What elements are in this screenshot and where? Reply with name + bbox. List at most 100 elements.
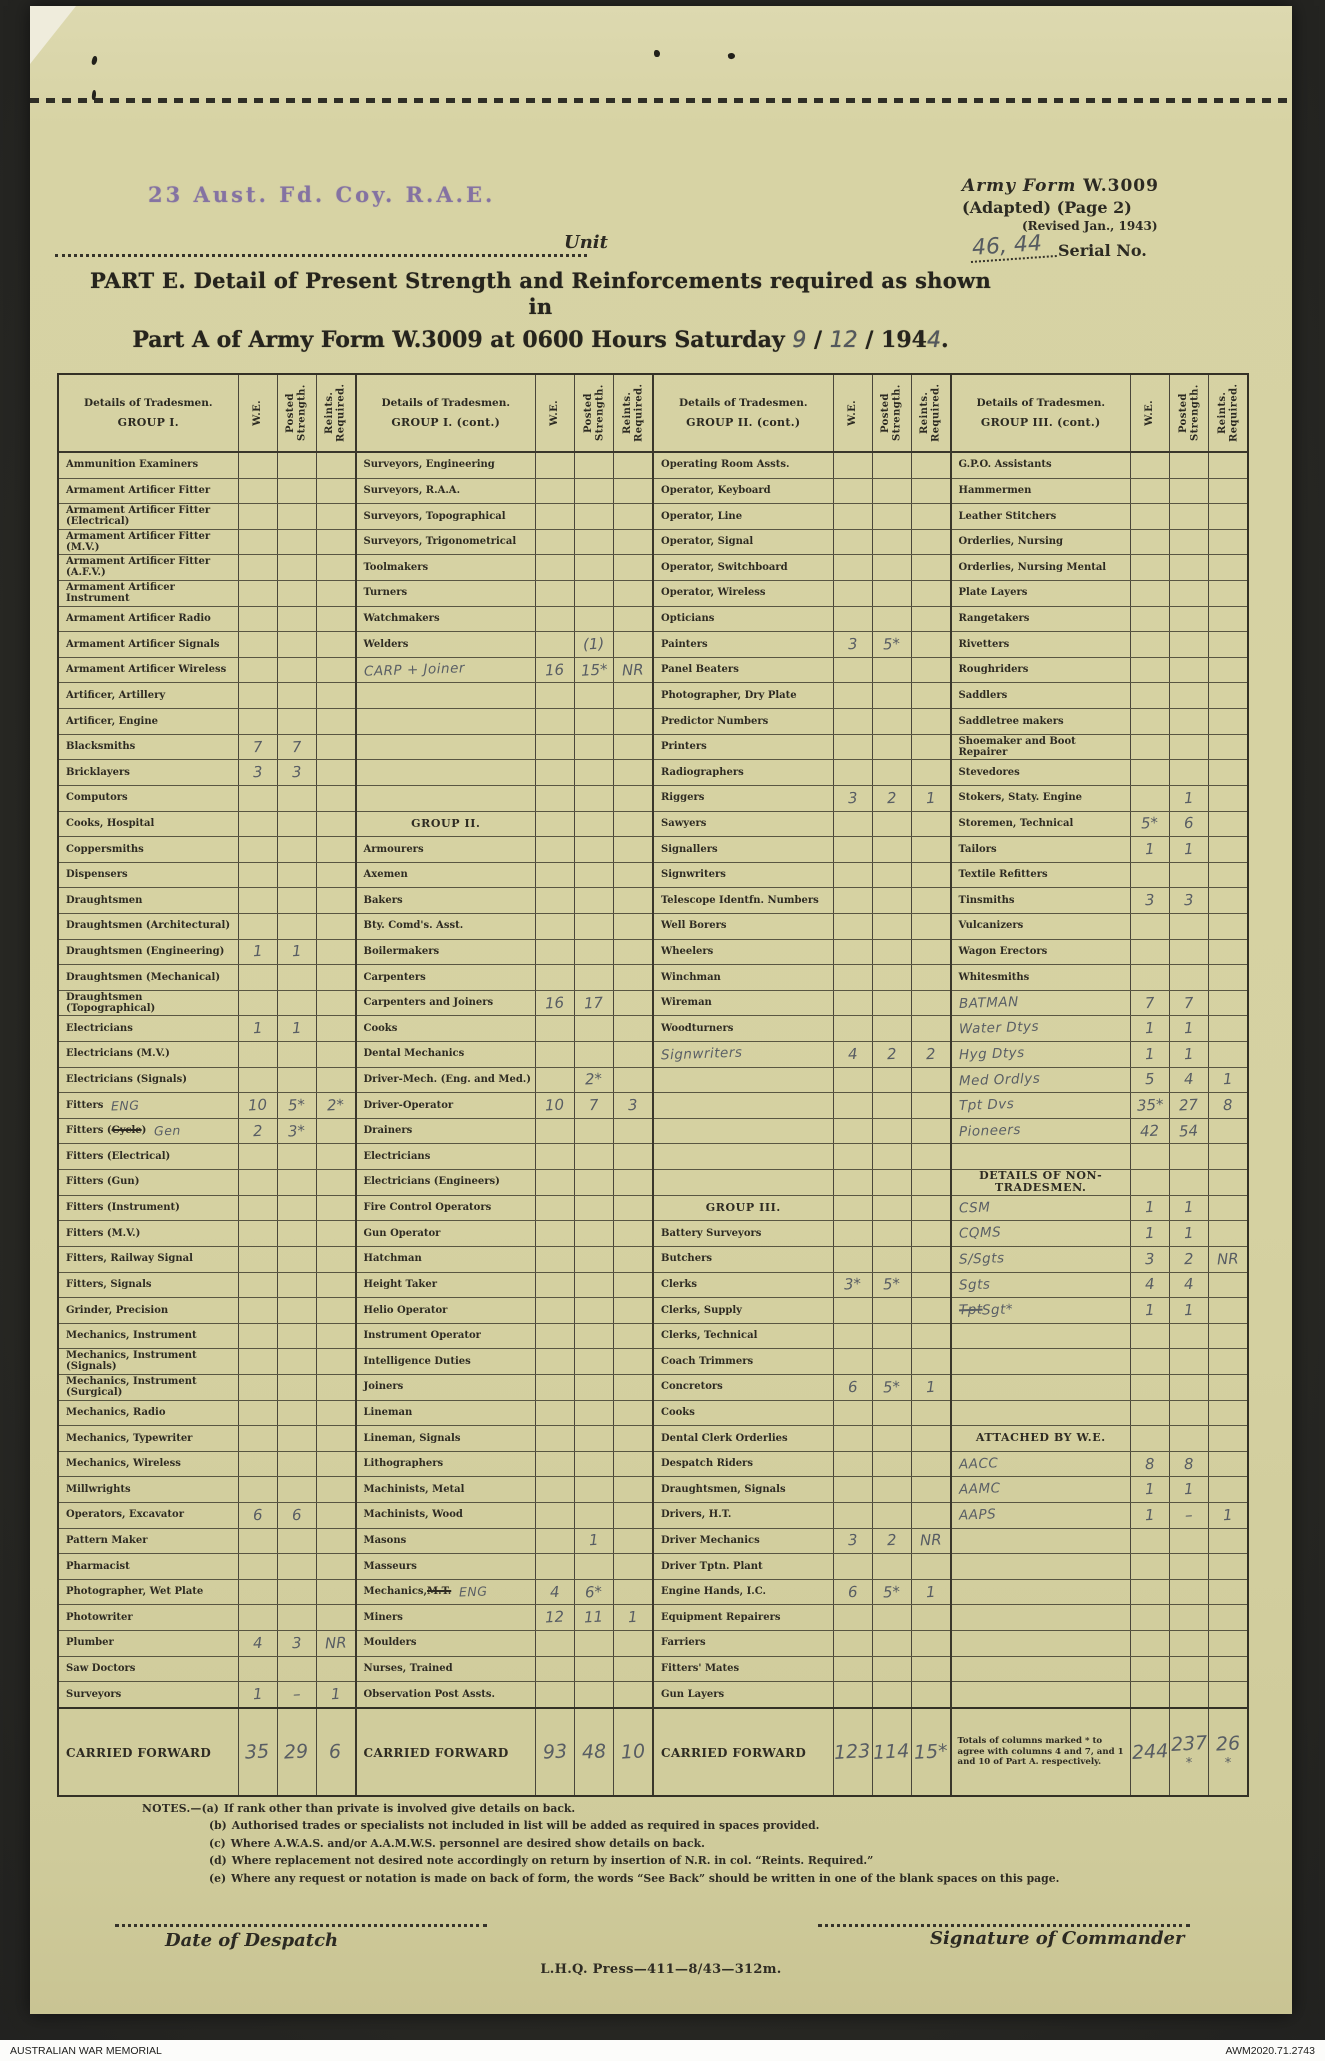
trade-label-cell xyxy=(654,1093,833,1118)
table-row: Draughtsmen (Mechanical) xyxy=(59,965,355,991)
trade-label-cell: Tpt Sgt* xyxy=(952,1298,1131,1323)
posted-strength-value-cell xyxy=(276,1451,316,1477)
we-value-cell xyxy=(1130,683,1169,709)
trade-label: Stevedores xyxy=(958,766,1020,778)
trade-label-cell: Wheelers xyxy=(654,940,833,965)
we-value-cell xyxy=(832,555,872,581)
trade-label-cell: Miners xyxy=(357,1605,536,1630)
posted-strength-value-cell xyxy=(276,1042,316,1067)
handwritten-value: 11 xyxy=(583,1607,604,1627)
reints-required-value-cell: 1 xyxy=(1208,1067,1247,1093)
trade-label-cell: Carpenters and Joiners xyxy=(357,991,536,1016)
trade-label: Lineman, Signals xyxy=(363,1432,461,1444)
reints-required-value-cell xyxy=(613,1579,652,1605)
reints-required-value-cell xyxy=(910,1195,950,1221)
handwritten-value: 1 xyxy=(291,1018,302,1038)
reints-required-value-cell xyxy=(613,1042,652,1067)
trade-label-cell xyxy=(357,735,536,760)
reints-required-value-cell xyxy=(315,1144,355,1170)
posted-strength-value-cell xyxy=(574,453,613,478)
handwritten-value: 5* xyxy=(882,1274,901,1294)
posted-strength-value-cell xyxy=(574,1631,613,1656)
trade-label-cell: Dispensers xyxy=(59,863,238,888)
posted-strength-value-cell: 1 xyxy=(1169,1042,1208,1067)
handwritten-value: 1 xyxy=(1183,1223,1195,1243)
trade-label: Pattern Maker xyxy=(66,1535,148,1546)
trade-label: Carpenters xyxy=(363,971,426,983)
reints-required-value-cell xyxy=(613,1170,652,1195)
table-row: Rangetakers xyxy=(951,606,1247,633)
trade-label: Armament Artificer Fitter (A.F.V.) xyxy=(66,556,211,579)
table-row: Armament Artificer Fitter (A.F.V.) xyxy=(59,555,355,582)
trade-label-cell: CSM xyxy=(952,1196,1131,1221)
trade-label-cell xyxy=(952,1554,1131,1579)
reints-required-value-cell xyxy=(1208,734,1247,760)
reints-required-value-cell xyxy=(1208,683,1247,709)
table-row: Electricians (M.V.) xyxy=(59,1042,355,1068)
column-header-text: Reints. Required. xyxy=(919,383,942,443)
reints-required-value-cell xyxy=(315,939,355,965)
group-header: Details of Tradesmen. GROUP II. (cont.) W.… xyxy=(654,375,950,453)
trade-label: Electricians (M.V.) xyxy=(66,1048,170,1060)
table-row: Mechanics, Instrument (Signals) xyxy=(59,1349,355,1375)
table-row: Joiners xyxy=(356,1374,652,1401)
we-value-cell xyxy=(237,581,277,606)
trade-label: Coach Trimmers xyxy=(661,1355,754,1367)
trade-label-cell: Wagon Erectors xyxy=(952,940,1131,965)
trade-label: Cooks xyxy=(661,1406,695,1418)
reints-required-value-cell xyxy=(1208,990,1247,1016)
handwritten-value: – xyxy=(292,1684,301,1704)
we-value-cell xyxy=(832,1477,872,1502)
reints-required-value-cell xyxy=(1208,811,1247,837)
posted-strength-value-cell xyxy=(1169,1682,1208,1707)
table-row: Grinder, Precision xyxy=(59,1298,355,1324)
we-value-cell xyxy=(832,1323,872,1349)
we-value-cell: 1 xyxy=(1130,1298,1169,1323)
posted-strength-value-cell xyxy=(1169,1579,1208,1605)
table-row: Height Taker xyxy=(356,1272,652,1299)
reints-required-value-cell: 1 xyxy=(315,1682,355,1707)
reints-required-value-cell xyxy=(613,1144,652,1170)
awm-institution-label: AUSTRALIAN WAR MEMORIAL xyxy=(10,2044,162,2057)
section-heading-label: GROUP III. xyxy=(705,1200,781,1214)
reints-required-value-cell xyxy=(315,837,355,862)
posted-strength-value-cell: (1) xyxy=(574,632,613,657)
carried-forward-label: CARRIED FORWARD xyxy=(661,1745,807,1760)
we-value-cell xyxy=(535,632,574,657)
we-value-cell xyxy=(535,913,574,939)
trade-label: Signwriters xyxy=(661,869,726,881)
table-row: Draughtsmen, Signals xyxy=(654,1477,950,1503)
table-row: Hatchman xyxy=(356,1246,652,1273)
we-value-cell: 3 xyxy=(832,632,872,657)
we-column-header: W.E. xyxy=(832,375,872,451)
posted-strength-value-cell xyxy=(871,1400,911,1426)
table-row: Dental Clerk Orderlies xyxy=(654,1426,950,1452)
trade-label: Electricians (Signals) xyxy=(66,1074,187,1086)
posted-strength-value-cell xyxy=(574,1451,613,1477)
reints-required-value-cell xyxy=(910,1349,950,1374)
table-row: Wagon Erectors xyxy=(951,939,1247,966)
carried-forward-row: Totals of columns marked * to agree with… xyxy=(951,1707,1247,1795)
column-header-text: Posted Strength. xyxy=(1177,384,1201,442)
trade-label: Lithographers xyxy=(363,1458,444,1470)
reints-required-value-cell xyxy=(910,837,950,862)
trade-label: Wheelers xyxy=(661,945,714,957)
reints-required-value-cell xyxy=(613,1118,652,1144)
handwritten-value: 16 xyxy=(544,660,565,680)
handwritten-value: 1 xyxy=(925,1377,936,1396)
we-value-cell xyxy=(1130,1579,1169,1605)
posted-strength-value-cell: 1 xyxy=(1169,1298,1208,1323)
handwritten-trade-label: CQMS xyxy=(958,1224,1002,1243)
trade-label-cell: Armament Artificer Fitter (A.F.V.) xyxy=(59,555,238,580)
we-value-cell xyxy=(1130,1170,1169,1195)
trade-label: Mechanics, xyxy=(363,1586,428,1598)
we-value-cell xyxy=(535,939,574,965)
we-value-cell xyxy=(237,1579,277,1605)
table-row: Pattern Maker xyxy=(59,1528,355,1555)
trade-label: Surveyors, Topographical xyxy=(363,510,506,522)
trade-label: Machinists, Metal xyxy=(363,1483,465,1495)
posted-strength-value-cell: 4 xyxy=(1169,1067,1208,1093)
trade-label-cell: Bty. Comd's. Asst. xyxy=(357,914,536,939)
reints-required-value-cell xyxy=(1208,555,1247,581)
posted-strength-value-cell xyxy=(574,1016,613,1042)
